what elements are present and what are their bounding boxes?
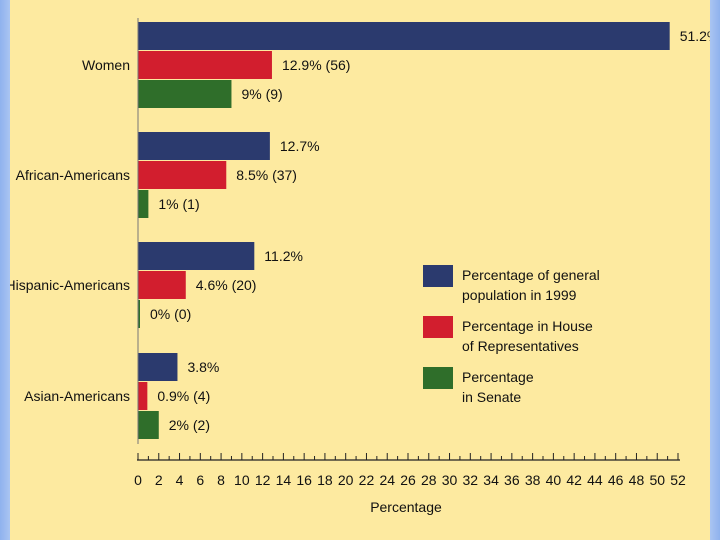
- bars-layer: Women 51.2% 12.9% (56)9% (9) African-Americ…: [10, 18, 710, 444]
- legend-item-2: Percentage in House of Representatives: [423, 316, 593, 354]
- category-label-women: Women: [82, 57, 130, 73]
- category-label-african-americans: African-Americans: [16, 167, 130, 183]
- data-label-african-americans-series-2: 8.5% (37): [236, 167, 297, 183]
- category-label-hispanic-americans: Hispanic-Americans: [10, 277, 130, 293]
- x-tick-label: 40: [546, 472, 562, 488]
- data-label-african-americans-series-1: 12.7%: [280, 138, 320, 154]
- legend-item-1: Percentage of general population in 1999: [423, 265, 600, 303]
- x-axis: 0 2 4 6 8 10 12 14 16 18 20 22 24 26 28 30 32 34 36 38 40 42 4…: [134, 453, 686, 515]
- legend-swatch: [423, 367, 453, 389]
- data-label-hispanic-americans-series-3: 0% (0): [150, 306, 191, 322]
- legend-label: Percentage in House: [462, 318, 593, 334]
- x-tick-label: 14: [276, 472, 292, 488]
- bar-african-americans-series-1: [138, 132, 270, 160]
- bar-group-asian-americans: Asian-Americans 3.8% 0.9% (4) 2% (2): [24, 353, 219, 439]
- x-tick-label: 24: [379, 472, 395, 488]
- x-tick-label: 44: [587, 472, 603, 488]
- x-tick-label: 32: [463, 472, 479, 488]
- legend-swatch: [423, 316, 453, 338]
- data-label-women-series-2: 12.9% (56): [282, 57, 350, 73]
- x-tick-label: 20: [338, 472, 354, 488]
- bar-group-african-americans: African-Americans 12.7% 8.5% (37) 1% (1): [16, 132, 320, 218]
- bar-asian-americans-series-3: [138, 411, 159, 439]
- legend-label: Percentage: [462, 369, 534, 385]
- bar-women-series-2: [138, 51, 272, 79]
- x-tick-label: 16: [296, 472, 312, 488]
- data-label-hispanic-americans-series-2: 4.6% (20): [196, 277, 257, 293]
- data-label-asian-americans-series-1: 3.8%: [187, 359, 219, 375]
- data-label-women-series-3: 9% (9): [241, 86, 282, 102]
- bar-hispanic-americans-series-3: [138, 300, 140, 328]
- x-tick-label: 28: [421, 472, 437, 488]
- x-tick-label: 18: [317, 472, 333, 488]
- legend-swatch: [423, 265, 453, 287]
- x-tick-label: 4: [176, 472, 184, 488]
- x-tick-label: 26: [400, 472, 416, 488]
- bar-chart: Women 51.2% 12.9% (56)9% (9) African-Americ…: [10, 18, 710, 515]
- chart-panel: Women 51.2% 12.9% (56)9% (9) African-Americ…: [10, 0, 710, 540]
- bar-group-hispanic-americans: Hispanic-Americans 11.2% 4.6% (20) 0% (0): [10, 242, 303, 328]
- x-tick-label: 38: [525, 472, 541, 488]
- bar-hispanic-americans-series-1: [138, 242, 255, 270]
- x-tick-label: 48: [629, 472, 645, 488]
- data-label-african-americans-series-3: 1% (1): [158, 196, 199, 212]
- x-tick-label: 30: [442, 472, 458, 488]
- data-label-asian-americans-series-3: 2% (2): [169, 417, 210, 433]
- legend-label: population in 1999: [462, 287, 577, 303]
- bar-african-americans-series-3: [138, 190, 149, 218]
- x-tick-label: 2: [155, 472, 163, 488]
- bar-women-series-1: [138, 22, 670, 50]
- x-tick-label: 46: [608, 472, 624, 488]
- bar-group-women: Women 51.2% 12.9% (56)9% (9): [82, 22, 710, 108]
- x-tick-label: 52: [670, 472, 686, 488]
- x-tick-label: 42: [566, 472, 582, 488]
- data-label-women-series-1: 51.2%: [680, 28, 710, 44]
- legend-label: Percentage of general: [462, 267, 600, 283]
- data-label-asian-americans-series-2: 0.9% (4): [157, 388, 210, 404]
- x-tick-label: 6: [196, 472, 204, 488]
- x-tick-label: 10: [234, 472, 250, 488]
- bar-women-series-3: [138, 80, 232, 108]
- x-tick-label: 34: [483, 472, 499, 488]
- category-label-asian-americans: Asian-Americans: [24, 388, 130, 404]
- legend-label: of Representatives: [462, 338, 579, 354]
- bar-asian-americans-series-1: [138, 353, 178, 381]
- x-tick-label: 36: [504, 472, 520, 488]
- data-label-hispanic-americans-series-1: 11.2%: [264, 248, 303, 264]
- x-tick-label: 12: [255, 472, 271, 488]
- x-axis-title: Percentage: [370, 499, 442, 515]
- legend-item-3: Percentage in Senate: [423, 367, 534, 405]
- legend-label: in Senate: [462, 389, 521, 405]
- bar-asian-americans-series-2: [138, 382, 148, 410]
- bar-african-americans-series-2: [138, 161, 227, 189]
- x-tick-label: 50: [649, 472, 665, 488]
- bar-hispanic-americans-series-2: [138, 271, 186, 299]
- x-tick-label: 22: [359, 472, 375, 488]
- x-tick-label: 8: [217, 472, 225, 488]
- x-tick-label: 0: [134, 472, 142, 488]
